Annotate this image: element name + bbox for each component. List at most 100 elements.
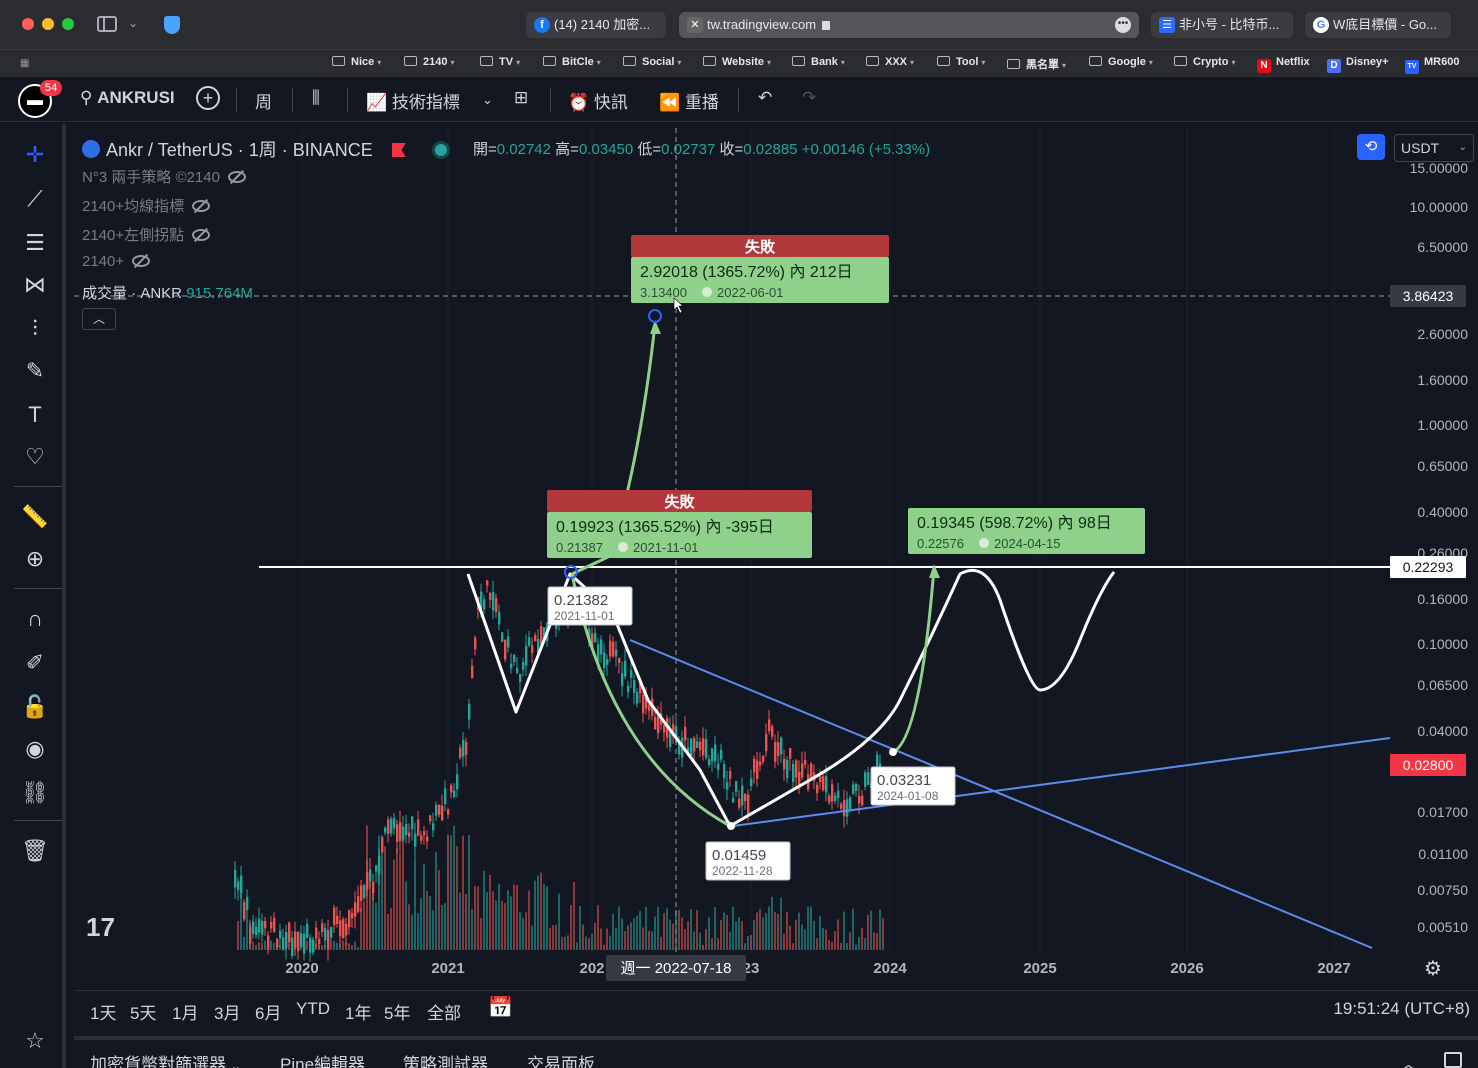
- magnet-icon[interactable]: ∩: [27, 606, 43, 631]
- bookmark-folder[interactable]: Tool ▾: [937, 56, 985, 68]
- range-8[interactable]: 全部: [427, 1004, 461, 1023]
- maximize-panel-icon[interactable]: [1444, 1052, 1462, 1068]
- undo-icon[interactable]: ↶: [758, 88, 773, 107]
- indicator-legend-1[interactable]: N°3 兩手策略 ©2140: [82, 166, 246, 187]
- fail-banner[interactable]: [547, 490, 812, 512]
- point-label-box[interactable]: [870, 766, 956, 806]
- indicator-legend-2[interactable]: 2140+均線指標: [82, 195, 211, 216]
- address-bar-url[interactable]: tw.tradingview.com: [707, 17, 817, 32]
- pattern-icon[interactable]: ⋈: [24, 272, 46, 297]
- bookmark-folder[interactable]: Social ▾: [623, 56, 681, 68]
- range-0[interactable]: 1天: [90, 1004, 117, 1023]
- brush-icon[interactable]: ✎: [25, 358, 45, 383]
- measure-box[interactable]: [908, 508, 1145, 554]
- fail-banner[interactable]: [631, 235, 889, 257]
- redo-icon[interactable]: ↷: [802, 88, 817, 107]
- candle-type-icon[interactable]: ⫼: [312, 88, 320, 107]
- volume-legend[interactable]: 成交量 · ANKR 915.764M: [82, 282, 253, 303]
- descending-trend-line[interactable]: [629, 639, 1373, 949]
- ruler-icon[interactable]: 📏: [21, 504, 49, 529]
- trend-line-icon[interactable]: ⟋: [27, 186, 43, 211]
- auto-scale-icon[interactable]: ⟲: [1357, 134, 1385, 160]
- indicator-legend-4[interactable]: 2140+: [82, 253, 151, 270]
- chevron-down-icon[interactable]: ⌄: [482, 92, 493, 107]
- bookmark-folder[interactable]: Nice ▾: [332, 56, 381, 68]
- lock-drawings-pencil-icon[interactable]: ✐: [25, 650, 45, 675]
- tab-trading-panel[interactable]: 交易面板: [527, 1055, 595, 1068]
- interval-button[interactable]: 周: [255, 93, 272, 112]
- clock-time[interactable]: 19:51:24 (UTC+8): [1333, 999, 1470, 1018]
- prediction-icon[interactable]: ⫶: [32, 316, 38, 341]
- bookmark-folder[interactable]: Website ▾: [703, 56, 771, 68]
- point-label-box[interactable]: [705, 841, 791, 881]
- ascending-trend-line[interactable]: [732, 737, 1391, 827]
- range-7[interactable]: 5年: [384, 1004, 411, 1023]
- browser-tab[interactable]: G W底目標價 - Go...: [1305, 12, 1451, 38]
- range-2[interactable]: 1月: [172, 1004, 199, 1023]
- currency-select[interactable]: USDT ⌄: [1394, 134, 1474, 162]
- bookmark-folder[interactable]: 2140 ▾: [404, 56, 455, 68]
- chevron-up-icon[interactable]: ︿: [1400, 1055, 1417, 1068]
- sidebar-toggle-icon[interactable]: [97, 16, 117, 32]
- heart-icon[interactable]: ♡: [25, 444, 45, 469]
- settings-gear-icon[interactable]: ⚙: [1424, 958, 1442, 980]
- anchor-point[interactable]: [889, 748, 897, 756]
- fib-retracement-icon[interactable]: ☰: [25, 230, 45, 255]
- bookmark-folder[interactable]: Google ▾: [1089, 56, 1153, 68]
- replay-button[interactable]: ⏪ 重播: [659, 88, 719, 113]
- eye-off-icon[interactable]: [192, 229, 211, 241]
- close-window-button[interactable]: [22, 18, 34, 30]
- indicator-legend-3[interactable]: 2140+左側拐點: [82, 224, 211, 245]
- chevron-down-icon[interactable]: ⌄: [128, 16, 139, 30]
- tab-strategy-tester[interactable]: 策略測試器: [403, 1055, 488, 1068]
- price-axis[interactable]: 15.00000 10.00000 6.50000 2.60000 1.60000 1.0…: [1390, 160, 1468, 935]
- bookmark-link[interactable]: TV MR600: [1405, 56, 1459, 74]
- anchor-point[interactable]: [727, 822, 735, 830]
- anchor-point[interactable]: [564, 565, 578, 579]
- range-1[interactable]: 5天: [130, 1004, 157, 1023]
- bookmark-link[interactable]: D Disney+: [1327, 56, 1389, 73]
- zoom-in-icon[interactable]: ⊕: [25, 546, 45, 571]
- symbol-search-button[interactable]: ⚲ ANKRUSI: [80, 88, 175, 108]
- zoom-window-button[interactable]: [62, 18, 74, 30]
- w-pattern-projection[interactable]: [466, 568, 1116, 828]
- range-4[interactable]: 6月: [255, 1004, 282, 1023]
- more-options-icon[interactable]: •••: [1115, 17, 1131, 33]
- calendar-icon[interactable]: 📅: [488, 997, 513, 1019]
- anchor-point[interactable]: [648, 309, 662, 323]
- bookmark-link[interactable]: N Netflix: [1257, 56, 1310, 73]
- browser-tab[interactable]: ☰ 非小号 - 比特币...: [1151, 12, 1293, 38]
- bookmark-folder[interactable]: Bank ▾: [792, 56, 845, 68]
- indicators-button[interactable]: 📈 技術指標: [366, 88, 460, 113]
- bookmark-folder[interactable]: BitCle ▾: [543, 56, 601, 68]
- time-axis[interactable]: 2020 2021 202 23 2024 2025 2026 2027 週一 2022-07-…: [285, 955, 1351, 981]
- eye-off-icon[interactable]: [192, 200, 211, 212]
- bookmark-folder[interactable]: Crypto ▾: [1174, 56, 1235, 68]
- eye-icon[interactable]: ◉: [25, 736, 45, 761]
- eye-off-icon[interactable]: [132, 255, 151, 267]
- eye-off-icon[interactable]: [227, 171, 246, 183]
- minimize-window-button[interactable]: [42, 18, 54, 30]
- tab-pine-editor[interactable]: Pine編輯器: [280, 1055, 366, 1068]
- green-arc-target[interactable]: [892, 567, 936, 754]
- privacy-shield-icon[interactable]: [164, 16, 180, 34]
- browser-tab[interactable]: f (14) 2140 加密...: [526, 12, 666, 38]
- bookmark-folder[interactable]: XXX ▾: [866, 56, 914, 68]
- symbol-legend[interactable]: Ankr / TetherUS · 1周 · BINANCE: [82, 136, 447, 162]
- link-icon[interactable]: ⛓: [21, 780, 49, 805]
- tradingview-logo[interactable]: ▬: [18, 84, 52, 118]
- range-6[interactable]: 1年: [345, 1004, 372, 1023]
- lock-icon[interactable]: 🔓: [21, 694, 49, 719]
- star-icon[interactable]: ☆: [25, 1028, 45, 1053]
- measure-box[interactable]: [547, 512, 812, 558]
- browser-tab-active[interactable]: ✕ tw.tradingview.com •••: [679, 12, 1139, 38]
- measure-box[interactable]: [631, 257, 889, 303]
- flag-icon[interactable]: [391, 143, 406, 157]
- collapse-legend-button[interactable]: ︿: [82, 308, 116, 330]
- text-icon[interactable]: T: [28, 402, 42, 427]
- add-symbol-icon[interactable]: +: [196, 86, 220, 110]
- layout-grid-icon[interactable]: ⊞: [514, 88, 529, 107]
- alerts-button[interactable]: ⏰ 快訊: [568, 88, 628, 113]
- grid-icon[interactable]: ▦: [20, 58, 30, 69]
